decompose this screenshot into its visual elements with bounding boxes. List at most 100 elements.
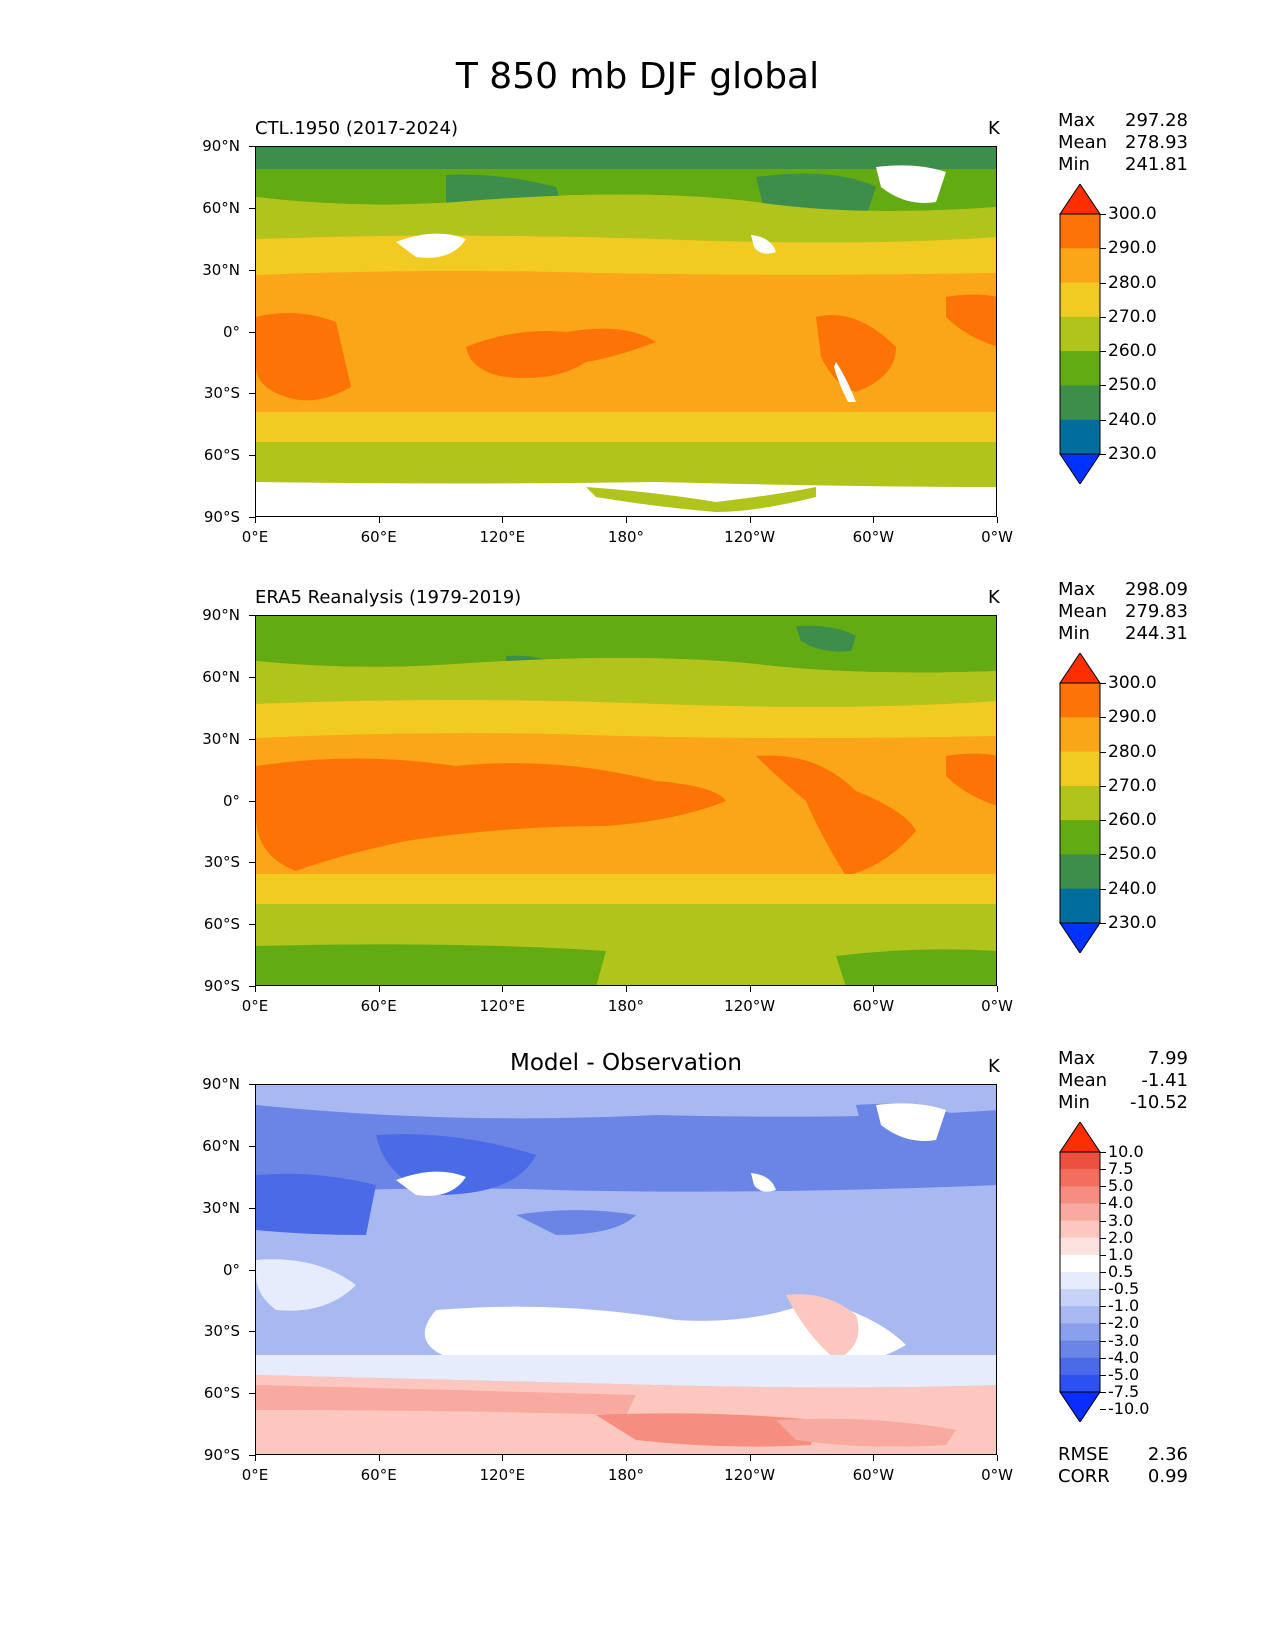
- colorbar-tick: [1100, 1323, 1106, 1325]
- panel-title: Model - Observation: [509, 1050, 743, 1076]
- colorbar-bin: [1060, 820, 1100, 855]
- lat-tick-label: 30°N: [202, 729, 240, 748]
- colorbar-tick: [1100, 1169, 1106, 1171]
- colorbar-bin: [1060, 1169, 1100, 1187]
- colorbar-label: 280.0: [1108, 272, 1157, 293]
- lon-tick-mark: [626, 986, 627, 992]
- stat-min: 241.81: [1125, 154, 1188, 175]
- colorbar-tick: [1100, 248, 1106, 250]
- lat-tick-label: 30°S: [203, 853, 240, 872]
- stat-mean-label: Mean: [1058, 132, 1108, 153]
- stat-max-label: Max: [1058, 1048, 1096, 1069]
- colorbar-tick: [1100, 282, 1106, 284]
- colorbar-label: -2.0: [1108, 1313, 1140, 1333]
- colorbar-swatches: [1059, 652, 1101, 954]
- stat-max-label: Max: [1058, 110, 1096, 131]
- lat-tick-mark: [249, 207, 255, 209]
- colorbar-label: 4.0: [1108, 1193, 1134, 1213]
- lat-tick-mark: [249, 331, 255, 333]
- colorbar-tick: [1100, 385, 1106, 387]
- colorbar-tick: [1100, 1409, 1106, 1411]
- lon-tick-mark: [502, 517, 504, 523]
- lon-tick-label: 120°E: [479, 997, 526, 1015]
- colorbar-tick: [1100, 1220, 1106, 1222]
- colorbar-bin: [1060, 1323, 1100, 1342]
- colorbar-label: 7.5: [1108, 1159, 1134, 1179]
- colorbar-tick: [1100, 316, 1106, 318]
- lat-tick-label: 60°N: [202, 667, 240, 686]
- lon-tick-label: 120°E: [479, 528, 526, 546]
- lat-tick-mark: [249, 1393, 255, 1395]
- lat-tick-label: 0°: [222, 791, 240, 810]
- stat-max: 298.09: [1125, 579, 1188, 600]
- rmse-label: RMSE: [1058, 1444, 1109, 1465]
- lat-tick-mark: [249, 1269, 255, 1271]
- lat-tick-label: 30°S: [203, 1322, 240, 1341]
- lon-tick-label: 0°W: [981, 528, 1013, 546]
- lon-tick-label: 0°E: [241, 1466, 269, 1484]
- lon-tick-label: 60°W: [852, 528, 895, 546]
- colorbar-label: 270.0: [1108, 306, 1157, 327]
- lat-tick-mark: [249, 738, 255, 740]
- lon-tick-mark: [749, 1455, 751, 1461]
- colorbar: [1058, 1121, 1102, 1426]
- lon-tick-mark: [378, 986, 380, 992]
- colorbar-label: 300.0: [1108, 204, 1157, 224]
- stat-mean-label: Mean: [1058, 601, 1108, 622]
- colorbar-bin: [1060, 351, 1100, 386]
- colorbar-label: 290.0: [1108, 707, 1157, 728]
- lat-tick-mark: [249, 800, 255, 802]
- colorbar-tick: [1100, 351, 1106, 353]
- lon-tick-label: 120°E: [479, 1466, 526, 1484]
- panel-model: CTL.1950 (2017-2024) K Max 297.28 Mean 2: [0, 110, 1275, 580]
- colorbar-extend-max: [1059, 1121, 1101, 1153]
- colorbar: [1058, 652, 1102, 957]
- colorbar-bin: [1060, 717, 1100, 753]
- colorbar-label: 240.0: [1108, 409, 1157, 430]
- lat-tick-mark: [249, 986, 255, 987]
- lon-tick-mark: [997, 517, 998, 523]
- lon-tick-label: 0°E: [241, 997, 269, 1015]
- colorbar-tick: [1100, 1306, 1106, 1308]
- lon-tick-mark: [873, 1455, 875, 1461]
- lat-tick-label: 90°S: [203, 977, 240, 995]
- colorbar-label: -1.0: [1108, 1296, 1140, 1316]
- colorbar-label: 260.0: [1108, 810, 1157, 831]
- corr-label: CORR: [1058, 1466, 1110, 1487]
- stat-mean: 278.93: [1125, 132, 1188, 153]
- colorbar-tick: [1100, 1203, 1106, 1205]
- colorbar-extend-min: [1059, 1391, 1101, 1423]
- colorbar-tick: [1100, 1289, 1106, 1291]
- lon-tick-label: 180°: [607, 528, 645, 546]
- colorbar-label: -0.5: [1108, 1279, 1140, 1299]
- temperature-map: [256, 147, 996, 516]
- lon-tick-mark: [378, 1455, 380, 1461]
- lon-tick-mark: [626, 1455, 627, 1461]
- colorbar-bin: [1060, 1374, 1100, 1393]
- lat-tick-mark: [249, 455, 255, 457]
- colorbar-tick: [1100, 1237, 1106, 1239]
- lat-tick-label: 30°N: [202, 1198, 240, 1217]
- lat-tick-label: 90°N: [202, 137, 240, 155]
- colorbar-bin: [1060, 214, 1100, 249]
- stat-mean: -1.41: [1141, 1070, 1188, 1091]
- lon-tick-mark: [502, 986, 504, 992]
- panel-difference: Model - Observation K Max 7.99 Mean -1.41 …: [0, 1048, 1275, 1518]
- colorbar-bin: [1060, 1289, 1100, 1307]
- lon-tick-mark: [749, 517, 751, 523]
- colorbar-tick: [1100, 419, 1106, 421]
- colorbar-label: 1.0: [1108, 1244, 1134, 1264]
- difference-map: [256, 1085, 996, 1454]
- lon-tick-mark: [255, 986, 256, 992]
- lat-tick-label: 30°N: [202, 260, 240, 279]
- colorbar-tick: [1100, 683, 1106, 684]
- colorbar-label: 270.0: [1108, 775, 1157, 796]
- colorbar-bin: [1060, 1237, 1100, 1256]
- lat-tick-mark: [249, 269, 255, 271]
- colorbar-frame: [1059, 213, 1101, 455]
- colorbar-extend-min: [1059, 453, 1101, 485]
- lat-tick-label: 60°S: [203, 446, 240, 465]
- lon-tick-mark: [626, 517, 627, 523]
- lon-tick-mark: [502, 1455, 504, 1461]
- stat-max: 7.99: [1147, 1048, 1188, 1069]
